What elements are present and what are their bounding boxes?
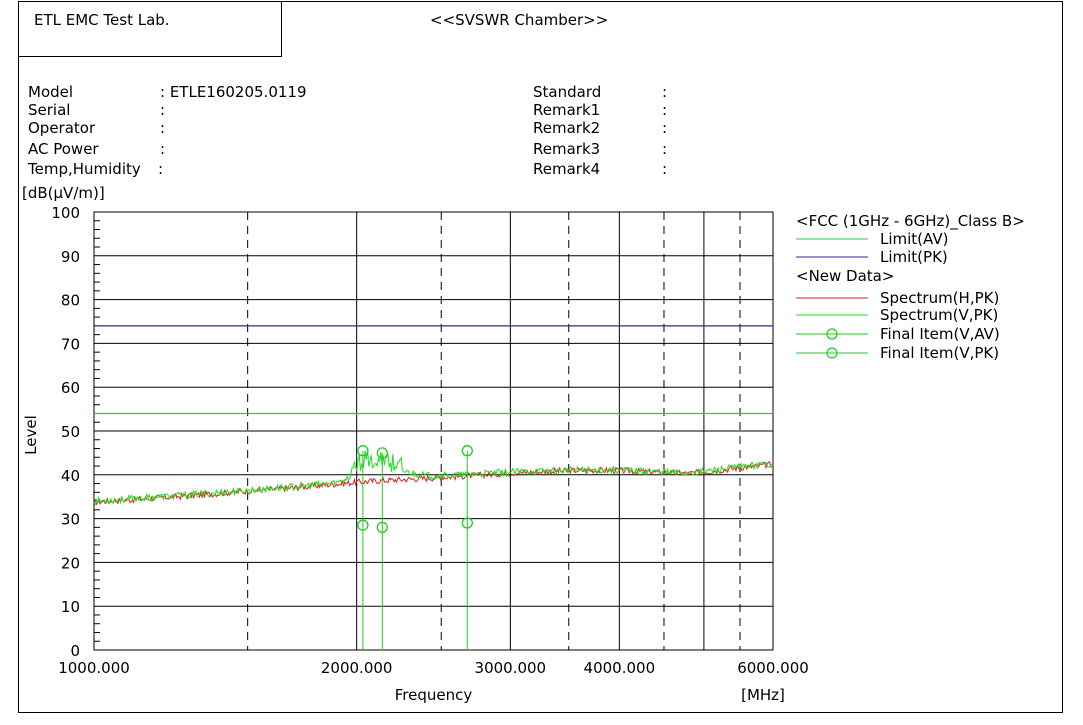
legend-label: Final Item(V,AV)	[880, 325, 1000, 343]
x-tick-label: 4000.000	[584, 659, 656, 677]
final-item-av-marker	[376, 521, 388, 534]
info-value-standard: :	[662, 83, 668, 101]
info-label-operator: Operator	[28, 119, 96, 137]
info-label-remark1: Remark1	[533, 101, 601, 119]
spectrum-h	[93, 461, 773, 506]
lab-name: ETL EMC Test Lab.	[34, 11, 170, 29]
y-unit-label: [dB(µV/m)]	[22, 184, 105, 202]
info-value-remark3: :	[662, 140, 668, 158]
y-tick-label: 60	[61, 379, 80, 397]
chamber-title: <<SVSWR Chamber>>	[430, 11, 609, 29]
y-tick-label: 100	[51, 204, 80, 222]
final-item-av-marker	[461, 517, 473, 529]
legend-label: Final Item(V,PK)	[880, 344, 999, 362]
info-label-remark2: Remark2	[533, 119, 601, 137]
final-item-pk-marker	[357, 445, 369, 457]
info-value-temp-humidity: :	[158, 160, 164, 178]
legend-label: Limit(PK)	[880, 248, 948, 266]
legend-heading: <FCC (1GHz - 6GHz)_Class B>	[796, 212, 1025, 231]
final-item-pk-marker	[461, 445, 473, 457]
y-tick-label: 20	[61, 554, 80, 572]
info-label-temp-humidity: Temp,Humidity	[28, 160, 141, 178]
info-value-remark4: :	[662, 160, 668, 178]
y-axis-title: Level	[22, 415, 40, 455]
final-item-pk-marker	[376, 447, 388, 459]
y-tick-label: 90	[61, 248, 80, 266]
y-tick-label: 30	[61, 511, 80, 529]
report-frame	[18, 1, 1063, 713]
info-value-operator: :	[160, 119, 166, 137]
info-label-remark3: Remark3	[533, 140, 601, 158]
y-tick-label: 80	[61, 292, 80, 310]
info-label-ac-power: AC Power	[28, 140, 99, 158]
lab-box	[18, 1, 282, 57]
x-tick-label: 3000.000	[475, 659, 547, 677]
spectrum-v	[93, 449, 773, 506]
final-item-av-marker	[357, 519, 369, 531]
x-tick-label: 2000.000	[321, 659, 393, 677]
info-value-serial: :	[160, 101, 166, 119]
info-label-remark4: Remark4	[533, 160, 601, 178]
legend-marker	[826, 347, 838, 359]
x-tick-label: 6000.000	[737, 659, 809, 677]
x-unit-label: [MHz]	[741, 686, 785, 704]
x-tick-label: 1000.000	[58, 659, 130, 677]
info-label-serial: Serial	[28, 101, 71, 119]
info-label-standard: Standard	[533, 83, 602, 101]
legend-label: Spectrum(H,PK)	[880, 289, 999, 307]
legend-marker	[826, 328, 838, 340]
info-value-ac-power: :	[160, 140, 166, 158]
x-axis-title: Frequency	[395, 686, 473, 704]
legend-heading: <New Data>	[796, 267, 894, 285]
y-tick-label: 0	[70, 642, 80, 660]
y-tick-label: 10	[61, 598, 80, 616]
info-value-model: : ETLE160205.0119	[160, 83, 307, 101]
y-tick-label: 50	[61, 423, 80, 441]
legend-label: Limit(AV)	[880, 230, 948, 248]
info-value-remark2: :	[662, 119, 668, 137]
info-label-model: Model	[28, 83, 74, 101]
y-tick-label: 40	[61, 467, 80, 485]
info-value-remark1: :	[662, 101, 668, 119]
y-tick-label: 70	[61, 335, 80, 353]
legend-label: Spectrum(V,PK)	[880, 306, 998, 324]
